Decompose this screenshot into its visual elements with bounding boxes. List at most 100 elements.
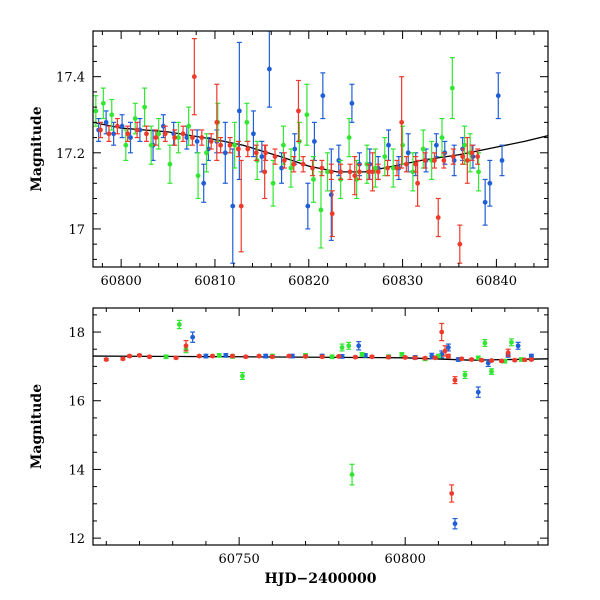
data-point (196, 353, 202, 359)
data-point (148, 142, 154, 148)
data-point (319, 165, 325, 171)
data-point (375, 169, 381, 175)
data-point (98, 127, 103, 133)
data-point (433, 142, 439, 148)
data-point (328, 169, 334, 175)
data-point (230, 353, 235, 359)
data-point (190, 334, 196, 340)
data-point (132, 116, 138, 121)
data-point (489, 358, 494, 363)
data-point (349, 472, 355, 477)
data-point (251, 131, 256, 137)
y-tick-label: 18 (68, 326, 85, 341)
data-point (515, 343, 521, 349)
data-point (352, 173, 358, 179)
data-point (176, 322, 182, 327)
data-point (445, 353, 451, 359)
data-point (123, 142, 129, 148)
data-point (432, 355, 438, 361)
data-point (270, 180, 276, 186)
data-point (204, 150, 209, 156)
data-point (357, 169, 362, 175)
x-tick-label: 60830 (382, 274, 423, 289)
y-tick-label: 17.2 (56, 147, 85, 162)
x-tick-label: 60840 (476, 274, 517, 289)
y-tick-label: 17 (68, 223, 85, 238)
data-point (338, 169, 344, 175)
data-point (370, 169, 375, 175)
data-point (279, 165, 284, 171)
data-point (156, 131, 162, 137)
data-point (144, 131, 149, 137)
data-point (369, 354, 375, 360)
data-point (114, 123, 120, 129)
data-point (245, 146, 251, 152)
data-point (184, 135, 190, 140)
data-point (386, 142, 391, 148)
data-point (269, 354, 275, 360)
data-point (244, 119, 250, 125)
data-point (175, 135, 181, 140)
data-point (203, 353, 209, 359)
data-point (180, 131, 186, 137)
data-point (227, 142, 233, 148)
data-point (441, 158, 447, 163)
data-point (489, 369, 494, 374)
x-axis-title: HJD−2400000 (265, 571, 377, 587)
data-point (216, 353, 222, 358)
x-tick-label: 60820 (288, 274, 329, 289)
data-point (173, 355, 179, 361)
data-point (420, 146, 426, 152)
data-point (134, 127, 140, 133)
data-point (153, 135, 159, 140)
data-point (528, 357, 534, 362)
data-point (460, 154, 466, 160)
series-group (98, 38, 481, 264)
data-point (528, 353, 534, 359)
data-point (199, 135, 205, 140)
data-point (462, 142, 467, 148)
data-point (263, 150, 269, 156)
data-point (403, 161, 409, 167)
plot-frame (92, 307, 549, 546)
data-point (366, 169, 372, 175)
data-point (310, 165, 315, 171)
data-point (163, 354, 169, 360)
data-point (462, 372, 468, 378)
data-point (394, 165, 400, 171)
data-point (281, 142, 286, 148)
bottom-panel-full: 60750 60800 12 14 16 18 Magnitude HJD−2400000 (29, 307, 549, 587)
data-point (402, 355, 408, 360)
data-point (328, 192, 334, 198)
data-point (240, 373, 245, 379)
data-point (190, 135, 195, 140)
data-point (281, 158, 287, 163)
data-point (469, 357, 475, 362)
data-point (347, 169, 353, 175)
data-point (256, 353, 262, 359)
data-point (499, 358, 504, 364)
data-point (142, 104, 147, 110)
data-point (312, 138, 317, 144)
data-point (262, 169, 268, 175)
data-point (449, 85, 455, 91)
data-point (482, 199, 488, 205)
data-point (311, 177, 316, 182)
data-point (522, 357, 528, 363)
data-point (422, 355, 428, 361)
data-point (201, 180, 207, 186)
data-point (482, 340, 488, 346)
data-point (356, 343, 362, 349)
data-point (372, 165, 378, 171)
data-point (253, 150, 259, 156)
data-point (210, 353, 215, 359)
data-point (390, 165, 396, 171)
data-point (243, 354, 249, 360)
data-point (147, 354, 152, 360)
data-point (329, 211, 335, 217)
data-point (354, 177, 360, 182)
series-group (103, 322, 534, 503)
data-point (205, 146, 211, 152)
data-point (167, 161, 173, 167)
data-point (208, 138, 214, 144)
